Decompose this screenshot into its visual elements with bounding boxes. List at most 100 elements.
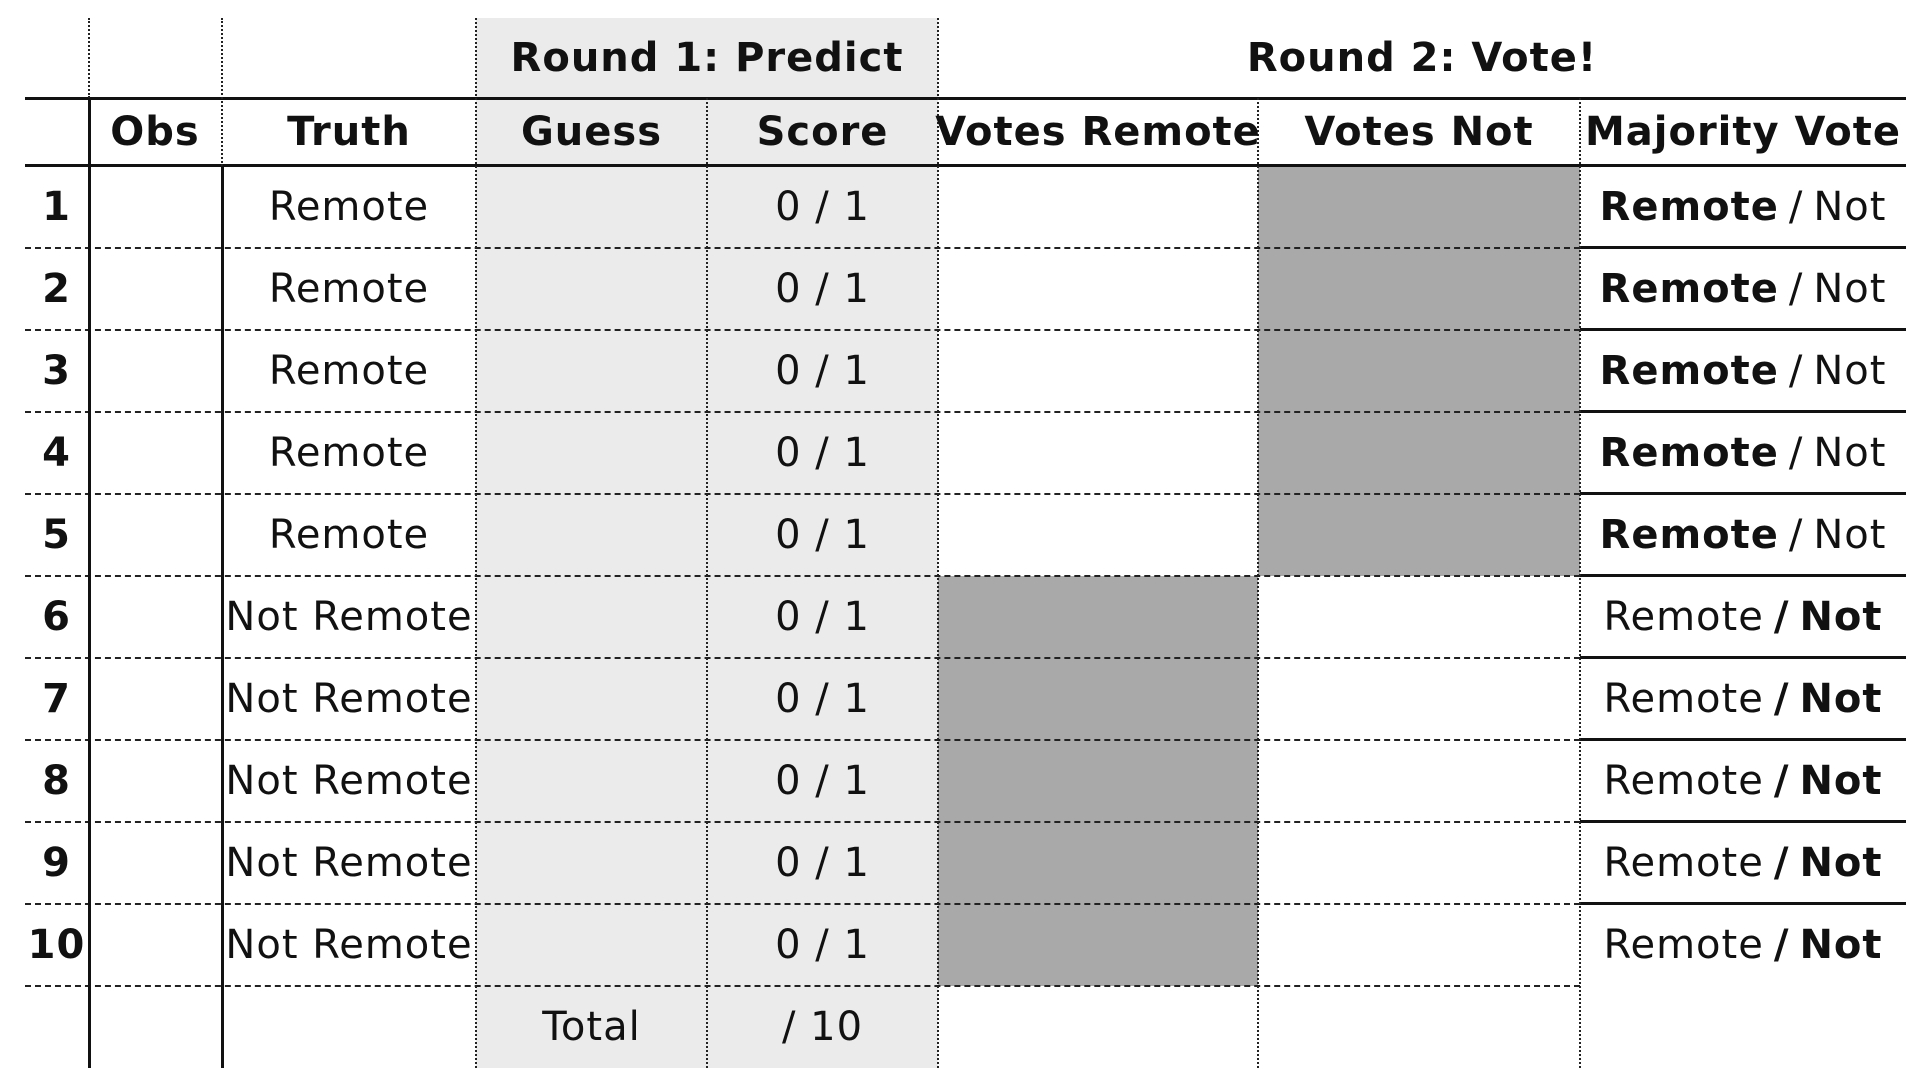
row-separator [25, 329, 1580, 331]
guess-cell[interactable] [476, 166, 707, 248]
votes-not-cell[interactable] [1258, 412, 1580, 494]
votes-remote-cell[interactable] [938, 412, 1258, 494]
majority-option-remote[interactable]: Remote [1603, 840, 1764, 886]
obs-cell[interactable] [88, 166, 222, 248]
majority-option-not[interactable]: Not [1813, 512, 1887, 558]
majority-vote-cell[interactable]: Remote / Not [1580, 330, 1906, 412]
votes-not-shaded-cell [1258, 248, 1580, 330]
majority-option-remote[interactable]: Remote [1603, 922, 1764, 968]
majority-option-remote[interactable]: Remote [1599, 184, 1779, 230]
row-separator [25, 739, 1580, 741]
majority-separator: / [1773, 922, 1790, 968]
majority-option-remote[interactable]: Remote [1599, 348, 1779, 394]
guess-cell[interactable] [476, 576, 707, 658]
votes-not-cell[interactable] [1258, 822, 1580, 904]
obs-cell[interactable] [88, 494, 222, 576]
majority-vote-cell[interactable]: Remote / Not [1580, 658, 1906, 740]
votes-not-shaded-cell [1258, 494, 1580, 576]
obs-cell[interactable] [88, 822, 222, 904]
score-cell: 0 / 1 [775, 758, 870, 804]
majority-vote-cell[interactable]: Remote / Not [1580, 576, 1906, 658]
obs-cell[interactable] [88, 576, 222, 658]
guess-cell[interactable] [476, 740, 707, 822]
majority-option-not[interactable]: Not [1799, 840, 1883, 886]
votes-not-cell[interactable] [1258, 248, 1580, 330]
majority-vote-cell[interactable]: Remote / Not [1580, 494, 1906, 576]
majority-option-remote[interactable]: Remote [1603, 758, 1764, 804]
votes-not-cell[interactable] [1258, 576, 1580, 658]
majority-vote-cell[interactable]: Remote / Not [1580, 166, 1906, 248]
guess-cell[interactable] [476, 822, 707, 904]
row-number: 5 [42, 512, 71, 558]
guess-cell[interactable] [476, 658, 707, 740]
guess-cell[interactable] [476, 412, 707, 494]
majority-option-remote[interactable]: Remote [1599, 430, 1779, 476]
majority-option-not[interactable]: Not [1799, 922, 1883, 968]
votes-remote-cell[interactable] [938, 330, 1258, 412]
votes-remote-shaded-cell [938, 822, 1258, 904]
votes-remote-cell[interactable] [938, 494, 1258, 576]
majority-option-not[interactable]: Not [1799, 676, 1883, 722]
guess-cell[interactable] [476, 494, 707, 576]
votes-not-cell[interactable] [1258, 166, 1580, 248]
votes-not-cell[interactable] [1258, 740, 1580, 822]
votes-remote-cell[interactable] [938, 166, 1258, 248]
majority-option-remote[interactable]: Remote [1603, 594, 1764, 640]
obs-cell[interactable] [88, 248, 222, 330]
header-rule-top [25, 97, 1906, 100]
obs-cell[interactable] [88, 904, 222, 986]
votes-not-cell[interactable] [1258, 330, 1580, 412]
votes-remote-cell[interactable] [938, 740, 1258, 822]
majority-vote-cell[interactable]: Remote / Not [1580, 740, 1906, 822]
obs-cell[interactable] [88, 412, 222, 494]
truth-cell: Remote [268, 266, 430, 312]
votes-remote-cell[interactable] [938, 576, 1258, 658]
truth-cell: Remote [268, 348, 430, 394]
truth-cell: Not Remote [225, 922, 473, 968]
column-divider-obs [221, 18, 223, 166]
row-number: 3 [42, 348, 71, 394]
truth-cell: Not Remote [225, 758, 473, 804]
total-label: Total [542, 1004, 641, 1050]
votes-not-cell[interactable] [1258, 494, 1580, 576]
obs-cell[interactable] [88, 658, 222, 740]
votes-remote-cell[interactable] [938, 658, 1258, 740]
majority-separator: / [1788, 348, 1804, 394]
votes-remote-shaded-cell [938, 740, 1258, 822]
obs-cell[interactable] [88, 330, 222, 412]
column-divider-score [937, 18, 939, 1068]
majority-vote-cell[interactable]: Remote / Not [1580, 412, 1906, 494]
votes-remote-cell[interactable] [938, 248, 1258, 330]
score-cell: 0 / 1 [775, 430, 870, 476]
score-cell: 0 / 1 [775, 184, 870, 230]
row-number: 8 [42, 758, 71, 804]
majority-option-remote[interactable]: Remote [1599, 512, 1779, 558]
votes-not-cell[interactable] [1258, 658, 1580, 740]
votes-remote-cell[interactable] [938, 904, 1258, 986]
majority-vote-cell[interactable]: Remote / Not [1580, 248, 1906, 330]
majority-option-remote[interactable]: Remote [1603, 676, 1764, 722]
majority-option-not[interactable]: Not [1813, 266, 1887, 312]
majority-option-not[interactable]: Not [1799, 758, 1883, 804]
row-separator [25, 903, 1580, 905]
majority-vote-cell[interactable]: Remote / Not [1580, 904, 1906, 986]
guess-cell[interactable] [476, 330, 707, 412]
header-rule-bottom [25, 164, 1906, 167]
votes-not-shaded-cell [1258, 330, 1580, 412]
guess-cell[interactable] [476, 904, 707, 986]
obs-cell[interactable] [88, 740, 222, 822]
majority-option-not[interactable]: Not [1813, 430, 1887, 476]
column-header-guess: Guess [520, 109, 663, 155]
row-separator [25, 575, 1580, 577]
row-number: 2 [42, 266, 71, 312]
majority-option-not[interactable]: Not [1813, 184, 1887, 230]
votes-not-cell[interactable] [1258, 904, 1580, 986]
majority-vote-cell[interactable]: Remote / Not [1580, 822, 1906, 904]
majority-option-not[interactable]: Not [1799, 594, 1883, 640]
majority-option-remote[interactable]: Remote [1599, 266, 1779, 312]
guess-cell[interactable] [476, 248, 707, 330]
majority-option-not[interactable]: Not [1813, 348, 1887, 394]
votes-remote-cell[interactable] [938, 822, 1258, 904]
column-divider-guess [706, 98, 708, 1068]
row-separator [25, 411, 1580, 413]
